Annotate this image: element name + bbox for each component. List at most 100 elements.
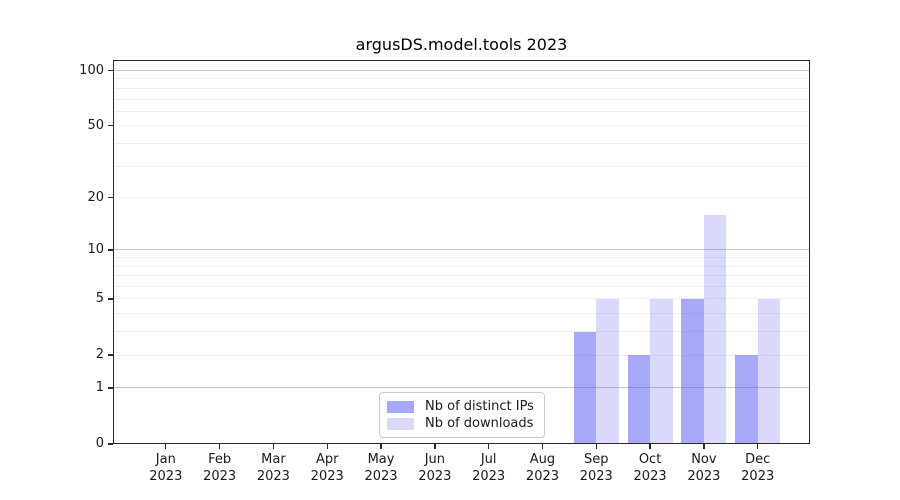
chart-title: argusDS.model.tools 2023: [355, 35, 568, 54]
y-tick-label: 5: [95, 290, 104, 306]
y-tick-mark: [108, 354, 113, 356]
legend-swatch-distinct-ips: [387, 400, 414, 413]
x-tick-mark: [380, 444, 382, 449]
gridline-minor: [113, 313, 810, 315]
x-tick-month: Mar: [261, 452, 286, 467]
legend-item: Nb of distinct IPs: [387, 398, 536, 415]
x-tick-year: 2023: [525, 469, 560, 484]
gridline-minor: [113, 165, 810, 167]
x-tick-year: 2023: [418, 469, 452, 484]
x-tick-mark: [703, 444, 705, 449]
legend: Nb of distinct IPs Nb of downloads: [379, 392, 545, 438]
gridline-minor: [113, 331, 810, 333]
legend-item: Nb of downloads: [387, 415, 536, 432]
x-tick-year: 2023: [633, 469, 667, 484]
x-tick-month: Feb: [208, 452, 232, 467]
x-tick-label-dec: Dec 2023: [726, 451, 790, 485]
legend-swatch-downloads: [387, 417, 414, 430]
gridline-minor: [113, 275, 810, 277]
x-tick-year: 2023: [149, 469, 183, 484]
x-tick-mark: [326, 444, 328, 449]
x-tick-label-jan: Jan 2023: [134, 451, 198, 485]
y-tick-mark: [108, 443, 113, 445]
x-tick-year: 2023: [310, 469, 344, 484]
y-tick-label: 10: [87, 241, 104, 257]
x-tick-year: 2023: [472, 469, 506, 484]
bar-distinct-ips-nov: [681, 298, 704, 444]
x-tick-year: 2023: [256, 469, 290, 484]
x-tick-month: Jun: [424, 452, 445, 467]
gridline-major: [113, 387, 810, 389]
x-tick-mark: [218, 444, 221, 449]
gridline-minor: [113, 125, 810, 127]
x-tick-month: May: [367, 452, 395, 467]
legend-label: Nb of downloads: [425, 416, 534, 431]
bar-downloads-dec: [757, 298, 781, 444]
legend-label: Nb of distinct IPs: [425, 399, 534, 414]
y-tick-mark: [108, 196, 113, 199]
gridline-minor: [113, 98, 810, 100]
y-tick-label: 2: [95, 347, 104, 363]
x-tick-month: Jul: [480, 452, 497, 467]
bar-distinct-ips-dec: [735, 355, 758, 444]
gridline-minor: [113, 87, 810, 89]
gridline-minor: [113, 257, 810, 259]
gridline-minor: [113, 197, 810, 199]
x-tick-label-oct: Oct 2023: [618, 451, 682, 485]
x-tick-month: Aug: [529, 452, 556, 467]
x-tick-month: Nov: [691, 452, 717, 467]
bar-downloads-oct: [650, 298, 673, 444]
x-tick-mark: [272, 444, 275, 449]
x-tick-label-apr: Apr 2023: [295, 451, 359, 485]
y-tick-label: 1: [95, 379, 104, 395]
x-tick-mark: [487, 444, 490, 449]
x-tick-label-sep: Sep 2023: [564, 451, 628, 485]
x-tick-label-jun: Jun 2023: [403, 451, 467, 485]
bar-distinct-ips-sep: [573, 331, 597, 444]
x-tick-month: Apr: [315, 452, 339, 467]
x-tick-mark: [757, 444, 759, 449]
x-tick-year: 2023: [741, 469, 775, 484]
y-tick-mark: [108, 387, 113, 389]
bar-downloads-nov: [703, 214, 727, 444]
y-tick-label: 100: [79, 62, 104, 78]
gridline-major: [113, 70, 810, 71]
y-tick-mark: [108, 249, 113, 251]
x-tick-mark: [649, 444, 651, 449]
y-tick-mark: [108, 298, 113, 300]
x-tick-month: Sep: [584, 452, 609, 467]
x-tick-label-jul: Jul 2023: [457, 451, 521, 485]
gridline-minor: [113, 286, 810, 288]
gridline-minor: [113, 142, 810, 144]
gridline-major: [113, 249, 810, 251]
gridline-minor: [113, 354, 810, 356]
x-tick-label-feb: Feb 2023: [188, 451, 252, 485]
x-tick-label-nov: Nov 2023: [672, 451, 736, 485]
y-tick-label: 20: [87, 189, 104, 205]
x-tick-mark: [165, 444, 167, 449]
y-tick-label: 50: [87, 117, 104, 133]
x-tick-year: 2023: [579, 469, 613, 484]
x-tick-mark: [434, 444, 436, 449]
gridline-minor: [113, 298, 810, 300]
y-tick-label: 0: [95, 436, 104, 451]
x-tick-month: Jan: [155, 452, 176, 467]
x-tick-year: 2023: [364, 469, 398, 484]
bar-downloads-sep: [596, 298, 619, 444]
x-tick-year: 2023: [687, 469, 721, 484]
gridline-minor: [113, 110, 810, 112]
y-tick-mark: [108, 125, 113, 127]
x-tick-mark: [541, 444, 544, 449]
x-tick-label-may: May 2023: [349, 451, 413, 485]
x-tick-month: Oct: [638, 452, 662, 467]
y-tick-mark: [108, 69, 113, 72]
bar-distinct-ips-oct: [627, 355, 651, 444]
x-tick-label-mar: Mar 2023: [241, 451, 305, 485]
gridline-minor: [113, 265, 810, 267]
x-tick-year: 2023: [203, 469, 237, 484]
x-tick-month: Dec: [745, 452, 771, 467]
x-tick-mark: [595, 444, 597, 449]
gridline-minor: [113, 78, 810, 80]
x-tick-label-aug: Aug 2023: [510, 451, 574, 485]
